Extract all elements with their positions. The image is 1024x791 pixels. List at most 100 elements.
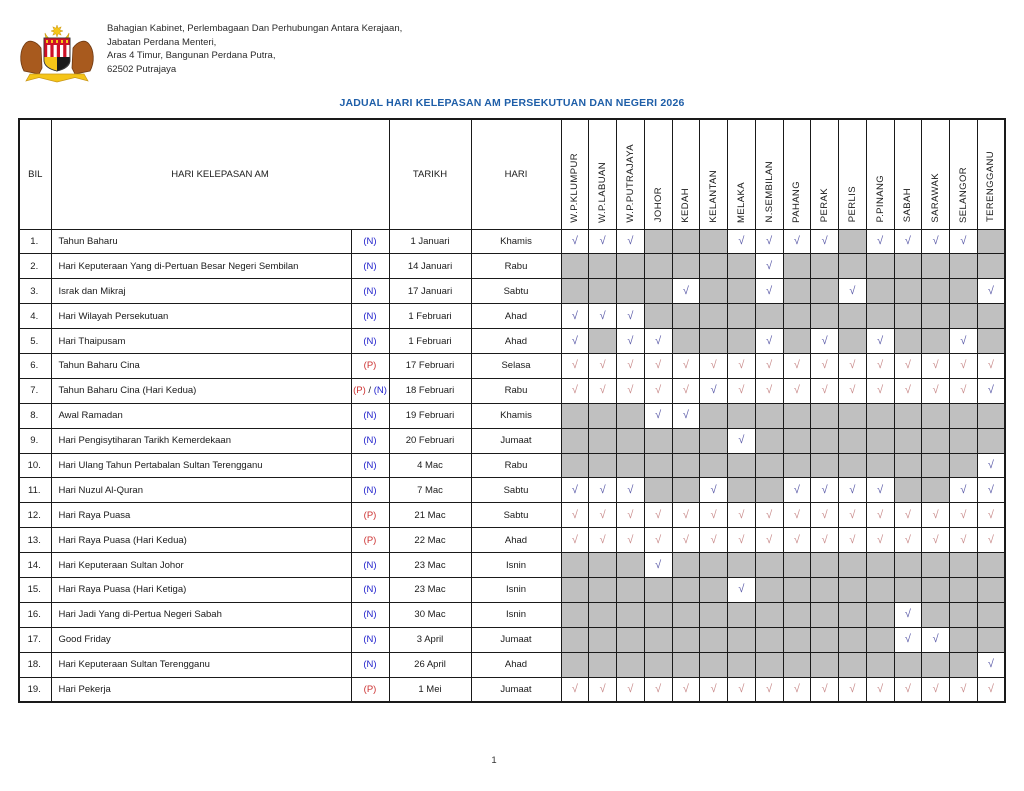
state-cell [865,651,895,678]
holiday-name-cell: Hari Pengisytiharan Tarikh Kemerdekaan [50,427,352,454]
state-cell [810,576,839,603]
state-cell: √ [838,278,867,305]
state-cell [699,303,728,330]
state-cell [893,253,923,280]
col-header-day: HARI [470,118,562,230]
checkmark-icon: √ [738,234,745,247]
state-cell [727,278,756,305]
day-cell: Sabtu [470,278,562,305]
checkmark-icon: √ [571,508,578,521]
type-marker-cell: (N) [350,552,390,578]
state-cell [865,552,895,578]
state-cell: √ [893,352,923,379]
state-cell [616,576,645,603]
bil-cell: 8. [18,402,52,429]
state-cell: √ [588,228,617,255]
state-cell: √ [754,377,784,404]
type-marker-cell: (N) [350,303,390,330]
state-cell: √ [893,377,923,404]
state-cell [727,452,756,479]
day-cell: Rabu [470,253,562,280]
checkmark-icon: √ [904,384,911,397]
bil-cell: 17. [18,626,52,653]
state-cell: √ [699,527,728,554]
malaysia-coat-of-arms-logo [20,24,94,83]
checkmark-icon: √ [821,483,828,496]
state-cell [754,452,784,479]
checkmark-icon: √ [793,384,800,397]
checkmark-icon: √ [987,533,994,546]
checkmark-icon: √ [599,483,606,496]
type-marker-cell: (N) [350,402,390,429]
holiday-table: BIL HARI KELEPASAN AM TARIKH HARI W.P.KL… [18,118,1006,703]
state-cell [671,228,701,255]
state-cell [616,253,645,280]
state-cell [976,576,1006,603]
checkmark-icon: √ [627,533,634,546]
state-cell: √ [921,676,950,703]
checkmark-icon: √ [655,682,662,695]
checkmark-icon: √ [599,234,606,247]
state-cell: √ [588,303,617,330]
date-cell: 1 Februari [388,328,472,354]
state-cell: √ [560,228,590,255]
state-cell [921,253,950,280]
checkmark-icon: √ [627,384,634,397]
checkmark-icon: √ [738,359,745,372]
checkmark-icon: √ [960,508,967,521]
checkmark-icon: √ [849,508,856,521]
table-row: 14. Hari Keputeraan Sultan Johor (N) 23 Mac… [18,552,1006,578]
state-cell: √ [727,427,756,454]
table-row: 5. Hari Thaipusam (N) 1 Februari Ahad √ √ √ √ √ √ √ [18,328,1006,354]
state-cell: √ [671,402,701,429]
checkmark-icon: √ [877,483,884,496]
state-cell [949,253,978,280]
checkmark-icon: √ [682,409,689,422]
state-cell: √ [893,502,923,529]
day-cell: Rabu [470,452,562,479]
col-header-state-kedah: KEDAH [671,118,701,230]
type-marker-cell: (N) [350,427,390,454]
state-cell: √ [949,352,978,379]
state-cell [921,477,950,504]
state-cell [643,601,673,628]
state-cell [643,228,673,255]
state-cell: √ [699,502,728,529]
bil-cell: 14. [18,552,52,578]
table-row: 11. Hari Nuzul Al-Quran (N) 7 Mac Sabtu √ √ √ √ √… [18,477,1006,504]
checkmark-icon: √ [627,359,634,372]
state-cell: √ [976,352,1006,379]
col-header-state-w-p-labuan: W.P.LABUAN [588,118,617,230]
state-cell [838,626,867,653]
state-cell [560,278,590,305]
state-cell: √ [616,527,645,554]
state-cell [643,626,673,653]
state-cell: √ [865,527,895,554]
state-cell: √ [782,676,812,703]
state-cell: √ [893,228,923,255]
date-cell: 23 Mac [388,576,472,603]
holiday-name-cell: Tahun Baharu Cina [50,352,352,379]
checkmark-icon: √ [987,658,994,671]
state-cell [671,303,701,330]
checkmark-icon: √ [987,384,994,397]
col-header-state-sabah: SABAH [893,118,923,230]
state-cell [754,427,784,454]
checkmark-icon: √ [793,359,800,372]
checkmark-icon: √ [932,384,939,397]
state-cell [782,626,812,653]
state-cell [782,552,812,578]
day-cell: Isnin [470,552,562,578]
table-row: 1. Tahun Baharu (N) 1 Januari Khamis √ √ √ √ √ √ √ √… [18,228,1006,255]
day-cell: Rabu [470,377,562,404]
state-cell: √ [921,377,950,404]
state-cell: √ [671,502,701,529]
state-cell [727,477,756,504]
state-cell: √ [782,477,812,504]
state-cell [727,253,756,280]
checkmark-icon: √ [904,533,911,546]
checkmark-icon: √ [571,359,578,372]
state-cell [949,576,978,603]
state-cell [949,626,978,653]
